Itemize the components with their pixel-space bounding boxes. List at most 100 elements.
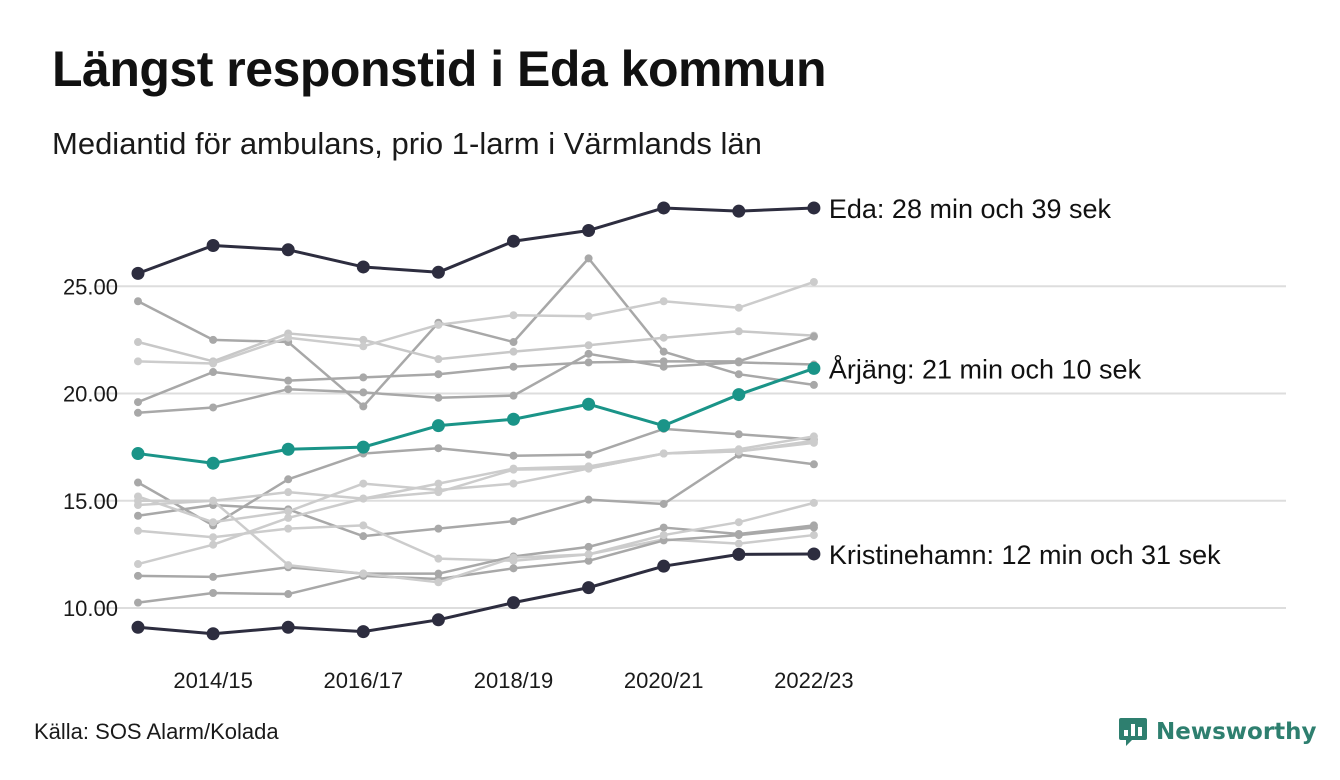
series-labels: Eda: 28 min och 39 sek Årjäng: 21 min och… [829,194,1221,570]
data-point [734,303,743,312]
data-point [584,556,593,565]
series-line [136,280,816,365]
x-tick-label: 2022/23 [774,668,854,693]
data-point [134,560,142,569]
data-point [131,447,145,461]
background-series-line [134,521,818,581]
data-point [134,501,142,510]
data-point [209,359,218,368]
gridlines [96,285,1286,609]
series-line [136,257,816,408]
data-point [809,523,818,532]
data-point [359,335,368,344]
data-point [657,559,671,573]
data-point [809,498,818,507]
data-point [584,542,593,551]
data-point [134,598,142,607]
data-point [509,347,518,356]
data-point [659,333,668,342]
data-point [356,440,370,454]
series-line [136,352,816,415]
page-subtitle: Mediantid för ambulans, prio 1-larm i Vä… [52,126,762,161]
data-point [434,444,443,453]
data-point [734,447,743,456]
data-point [582,397,596,411]
data-point [732,547,746,561]
series-end-label: Eda: 28 min och 39 sek [829,194,1112,224]
series-end-label: Årjäng: 21 min och 10 sek [829,353,1142,384]
data-point [734,518,743,527]
highlighted-series-line [131,361,821,470]
data-point [209,335,218,344]
data-point [134,492,142,501]
data-point [431,265,445,279]
data-point [431,419,445,433]
data-point [131,266,145,280]
background-series-line [134,436,818,569]
data-point [284,524,293,533]
series-line [136,335,816,404]
brand-name: Newsworthy [1156,719,1317,745]
bar-chart-speech-bubble-icon [1119,718,1147,746]
data-point [434,393,443,402]
data-point [359,373,368,382]
data-point [509,553,518,562]
x-tick-label: 2020/21 [624,668,704,693]
data-point [284,385,293,394]
data-point [584,341,593,350]
data-point [209,572,218,581]
data-point [809,332,818,341]
data-point [809,380,818,389]
data-point [134,398,142,407]
data-point [434,578,443,587]
data-point [732,388,746,402]
data-point [509,465,518,474]
series-line [136,206,816,275]
background-series-line [134,349,818,417]
data-point [131,620,145,634]
data-point [659,499,668,508]
source-note: Källa: SOS Alarm/Kolada [34,719,279,744]
data-point [134,511,142,520]
x-axis: 2014/15 2016/17 2018/19 2020/21 2022/23 [173,668,853,693]
data-point [509,517,518,526]
data-point [434,355,443,364]
data-point [281,442,295,456]
data-point [281,243,295,257]
data-point [209,496,218,505]
data-point [209,533,218,542]
data-point [434,554,443,563]
data-point [807,547,821,561]
x-tick-label: 2016/17 [324,668,404,693]
data-point [659,347,668,356]
background-series-line [134,254,818,411]
data-point [431,613,445,627]
data-point [507,412,520,426]
background-series-line [134,496,818,587]
data-point [134,478,142,487]
y-tick-label: 20.00 [63,382,118,407]
data-point [134,571,142,580]
data-point [209,588,218,597]
data-point [659,362,668,371]
data-point [284,590,293,599]
data-point [734,531,743,540]
x-tick-label: 2018/19 [474,668,554,693]
data-point [206,627,220,641]
y-axis: 10.00 15.00 20.00 25.00 [63,274,118,621]
series-line [136,330,816,363]
data-point [284,488,293,497]
data-point [209,403,218,412]
background-series-line [134,332,818,407]
background-series [134,254,818,607]
data-point [809,460,818,469]
data-point [584,358,593,367]
data-point [434,524,443,533]
series-line [136,427,816,527]
data-point [659,523,668,532]
data-point [584,450,593,459]
series-end-label: Kristinehamn: 12 min och 31 sek [829,540,1221,570]
data-point [284,376,293,385]
data-point [134,526,142,535]
background-series-line [134,424,818,530]
